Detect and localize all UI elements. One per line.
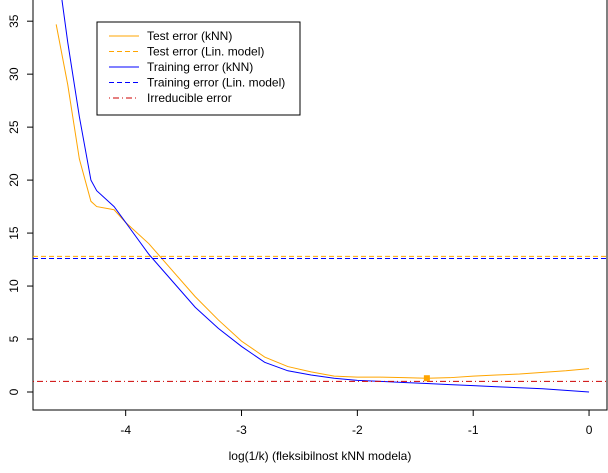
legend-label: Test error (Lin. model) (147, 45, 264, 59)
y-tick-label: 0 (7, 388, 21, 395)
x-axis-label: log(1/k) (fleksibilnost kNN modela) (229, 449, 412, 463)
plot-box (32, 0, 608, 411)
x-tick-label: -2 (352, 423, 363, 437)
y-tick-label: 5 (7, 335, 21, 342)
y-tick-label: 30 (7, 67, 21, 81)
y-tick-label: 25 (7, 120, 21, 134)
y-tick-label: 35 (7, 14, 21, 28)
y-tick-label: 20 (7, 173, 21, 187)
series-line (61, 0, 590, 393)
legend-box (96, 21, 301, 116)
x-tick-label: -1 (468, 423, 479, 437)
x-tick-label: -3 (236, 423, 247, 437)
legend-label: Test error (kNN) (147, 29, 232, 43)
min-point (423, 375, 430, 382)
legend-label: Irreducible error (147, 91, 232, 105)
y-tick-label: 15 (7, 226, 21, 240)
y-tick-label: 10 (7, 279, 21, 293)
x-tick-label: -4 (120, 423, 131, 437)
legend-label: Training error (kNN) (147, 60, 253, 74)
legend-label: Training error (Lin. model) (147, 76, 285, 90)
series-line (55, 24, 590, 379)
x-tick-label: 0 (586, 423, 593, 437)
